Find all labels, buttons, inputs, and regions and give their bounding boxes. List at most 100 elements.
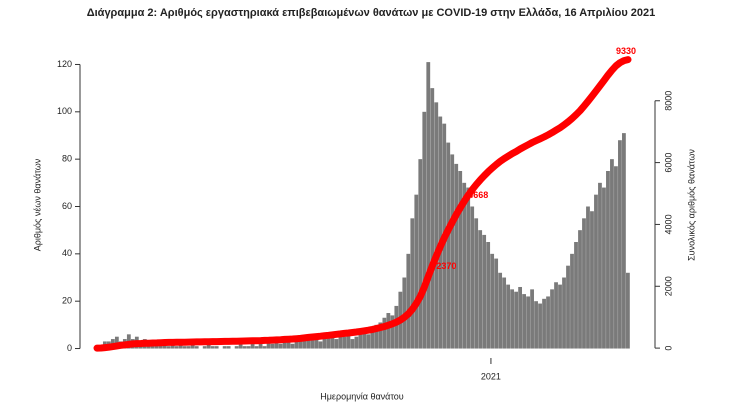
bar — [518, 286, 523, 349]
annotation: 4668 — [468, 190, 488, 200]
bar — [270, 343, 275, 349]
bar — [206, 343, 211, 349]
bar — [170, 343, 175, 349]
bar — [614, 166, 618, 349]
bar — [162, 343, 167, 349]
bar — [490, 253, 495, 349]
bar — [174, 346, 179, 349]
bar — [286, 341, 291, 349]
bar — [394, 305, 399, 349]
bar — [246, 346, 251, 349]
bar — [414, 194, 419, 349]
y-tick-label: 120 — [57, 59, 72, 69]
bar — [346, 334, 351, 349]
bar — [578, 230, 582, 349]
bar — [530, 289, 534, 349]
bar — [342, 336, 347, 349]
x-tick-label: 2021 — [481, 371, 501, 381]
bar — [466, 187, 471, 349]
bar — [510, 289, 515, 349]
bar — [258, 343, 263, 349]
bar — [242, 346, 247, 349]
y-tick-label: 80 — [62, 154, 72, 164]
bar — [262, 346, 267, 349]
bar — [566, 265, 570, 349]
bar — [418, 159, 423, 349]
y-tick-label: 60 — [62, 201, 72, 211]
bar — [446, 142, 451, 349]
bar — [290, 343, 295, 349]
bar — [618, 140, 622, 349]
bar — [266, 341, 271, 349]
bar — [378, 322, 383, 349]
bar — [606, 170, 610, 349]
bar — [462, 182, 467, 349]
bar — [330, 331, 335, 349]
bar — [482, 234, 487, 349]
bar — [182, 346, 187, 349]
bar — [294, 339, 299, 349]
bar — [382, 317, 387, 349]
y-tick-label: 0 — [67, 343, 72, 353]
bar — [610, 159, 614, 349]
bar — [450, 154, 455, 349]
bar — [526, 296, 530, 349]
y-tick-label: 40 — [62, 248, 72, 258]
bar — [478, 230, 483, 349]
bar — [202, 346, 207, 349]
x-axis-label: Ημερομηνία θανάτου — [320, 391, 404, 401]
bar — [222, 346, 227, 349]
bar — [598, 182, 602, 349]
bar — [366, 334, 371, 349]
bar — [326, 336, 331, 349]
y2-tick-label: 6000 — [663, 153, 673, 173]
bar — [234, 346, 239, 349]
bar — [514, 291, 519, 349]
bar — [426, 62, 431, 349]
bar — [550, 289, 554, 349]
bar — [494, 258, 499, 349]
bar — [554, 282, 558, 349]
bar — [538, 303, 542, 349]
bar — [522, 294, 526, 349]
bar — [438, 116, 443, 349]
bar — [354, 336, 359, 349]
bar — [390, 315, 395, 349]
bar — [274, 341, 279, 349]
bar — [178, 343, 183, 349]
annotation: 9330 — [616, 46, 636, 56]
bar — [306, 334, 311, 349]
bar — [358, 331, 363, 349]
bar — [406, 253, 411, 349]
bar — [486, 242, 491, 349]
bar — [562, 277, 566, 349]
bar — [298, 341, 303, 349]
bar — [434, 102, 439, 349]
bar — [322, 334, 327, 349]
bar — [542, 298, 546, 349]
bar — [470, 206, 475, 349]
bar — [318, 341, 323, 349]
bar — [422, 111, 427, 349]
bar — [474, 218, 479, 349]
bar — [226, 346, 231, 349]
y2-tick-label: 4000 — [663, 214, 673, 234]
bar — [590, 211, 594, 349]
bar — [622, 133, 626, 349]
bar — [278, 343, 283, 349]
bar — [210, 346, 215, 349]
y2-axis-label: Συνολικός αριθμός θανάτων — [686, 149, 696, 261]
bar — [558, 284, 562, 349]
bar — [594, 194, 598, 349]
bar — [186, 346, 191, 349]
y-axis-label: Αριθμός νέων θανάτων — [32, 158, 42, 251]
bar — [546, 296, 550, 349]
bar — [374, 324, 379, 349]
y2-tick-label: 8000 — [663, 91, 673, 111]
bar — [214, 346, 219, 349]
bar — [570, 253, 574, 349]
bar — [350, 339, 355, 349]
bar — [410, 218, 415, 349]
bar — [574, 242, 578, 349]
